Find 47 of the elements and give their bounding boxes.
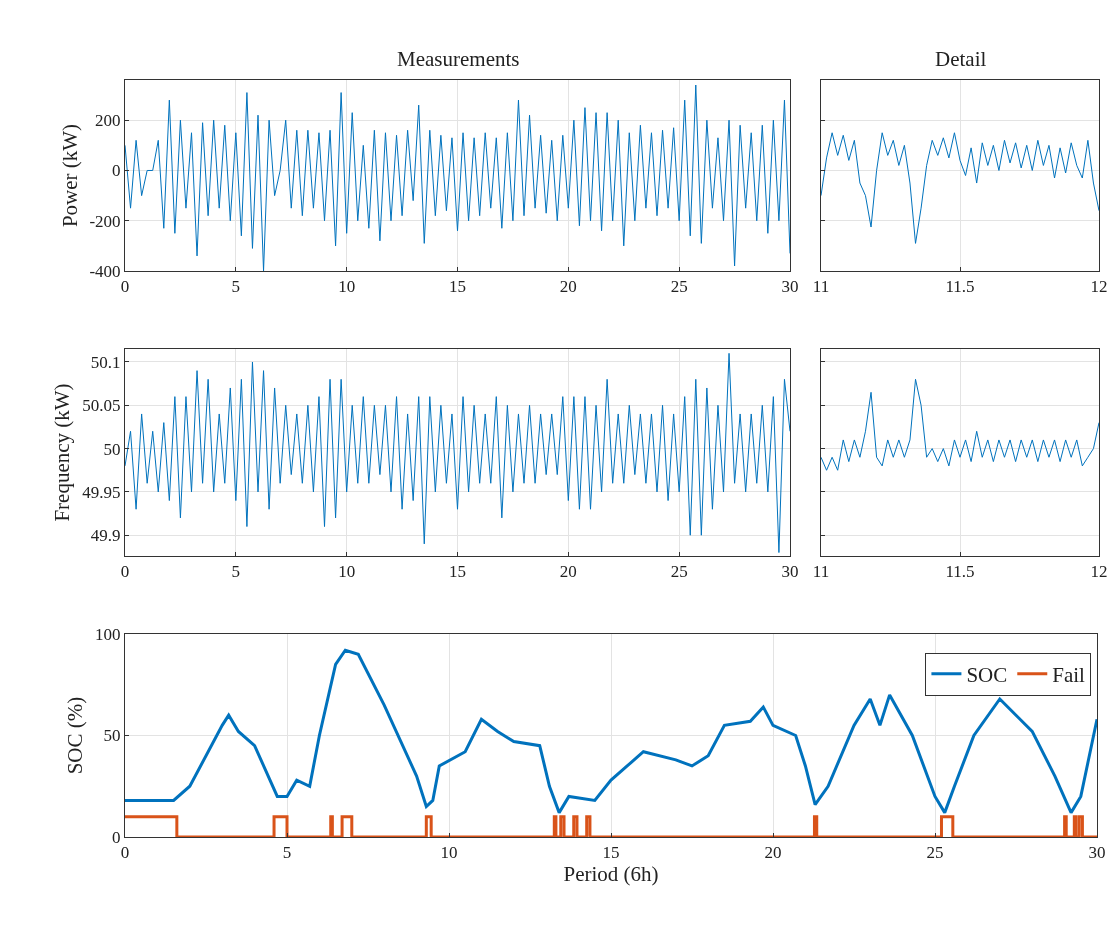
x-tick-label: 11 [812,562,830,582]
x-tick-label: 10 [338,277,356,297]
x-tick-label: 15 [449,562,466,582]
y-tick-label: 0 [112,161,121,181]
x-tick-label: 11 [812,277,830,297]
x-axis-title: Period (6h) [563,862,659,887]
y-tick-label: 200 [95,111,121,131]
x-tick-label: 11.5 [945,277,975,297]
x-tick-label: 5 [231,562,241,582]
x-tick-label: 20 [559,277,577,297]
x-tick-label: 30 [781,562,799,582]
x-tick-label: 15 [602,843,620,863]
x-tick-label: 12 [1090,562,1108,582]
chart-title: Detail [935,47,987,71]
x-tick-label: 30 [1088,843,1106,863]
y-tick-label: 49.9 [90,526,121,546]
y-axis-title: Power (kW) [57,123,82,228]
y-tick-label: 100 [95,624,121,644]
y-axis-title: SOC (%) [63,696,88,775]
x-tick-label: 15 [449,277,466,297]
y-tick-label: 50 [103,726,121,746]
line-series [125,352,790,554]
x-tick-label: 25 [926,843,944,863]
x-tick-label: 10 [338,562,356,582]
x-tick-label: 10 [440,843,458,863]
line-series [125,84,790,271]
y-tick-label: -200 [89,211,121,231]
x-tick-label: 20 [764,843,782,863]
x-tick-label: 20 [559,562,577,582]
legend-label: Fail [1052,662,1086,687]
y-tick-label: 50.05 [82,396,121,416]
y-tick-label: 50.1 [90,352,121,372]
line-series [125,648,1097,815]
x-tick-label: 5 [231,277,241,297]
x-tick-label: 30 [781,277,799,297]
y-tick-label: 0 [112,827,121,847]
chart-title: Measurements [397,47,520,71]
y-tick-label: 49.95 [82,482,121,502]
y-tick-label: -400 [89,261,121,281]
x-tick-label: 12 [1090,277,1108,297]
x-tick-label: 11.5 [945,562,975,582]
y-tick-label: 50 [103,439,121,459]
x-tick-label: 5 [282,843,292,863]
x-tick-label: 25 [670,277,688,297]
x-tick-label: 25 [670,562,688,582]
legend-label: SOC [966,662,1008,687]
y-axis-title: Frequency (kW) [50,383,75,522]
